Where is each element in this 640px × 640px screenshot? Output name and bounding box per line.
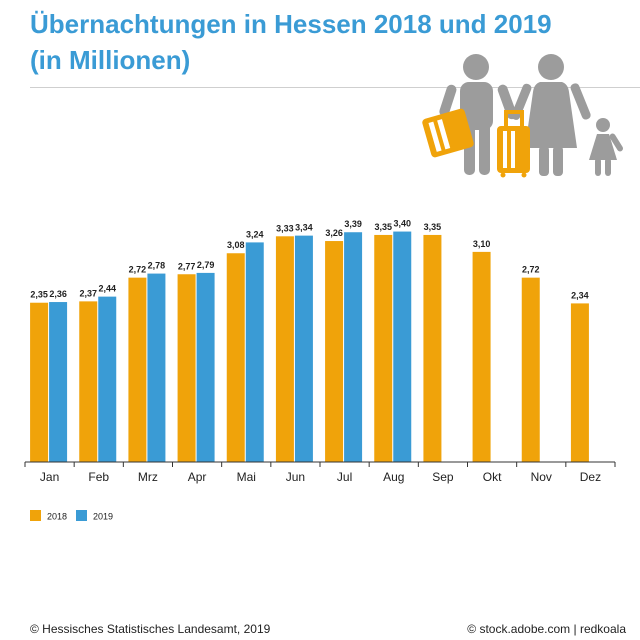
data-label-2019-jan: 2,36 — [49, 289, 67, 299]
x-tick-label-mrz: Mrz — [138, 470, 158, 484]
bar-2019-jul — [344, 232, 363, 462]
x-tick-label-mai: Mai — [237, 470, 256, 484]
bar-2018-aug — [374, 234, 393, 462]
x-tick-label-okt: Okt — [483, 470, 502, 484]
legend-swatch-2018 — [30, 510, 41, 521]
bar-2018-mai — [226, 253, 245, 462]
data-label-2018-jun: 3,33 — [276, 223, 294, 233]
bar-2018-okt — [472, 251, 491, 462]
legend-label-2018: 2018 — [47, 512, 67, 522]
data-label-2018-apr: 2,77 — [178, 261, 196, 271]
data-label-2018-dez: 2,34 — [571, 290, 589, 300]
title-line-2: (in Millionen) — [30, 45, 191, 75]
data-label-2018-jul: 3,26 — [325, 228, 343, 238]
data-label-2018-nov: 2,72 — [522, 265, 540, 275]
bar-2018-apr — [177, 274, 196, 462]
data-label-2018-mai: 3,08 — [227, 240, 245, 250]
bar-2018-dez — [570, 303, 589, 462]
bar-2019-feb — [98, 296, 117, 462]
bar-2019-apr — [196, 272, 215, 462]
bar-2019-mrz — [147, 273, 166, 462]
data-label-2019-mrz: 2,78 — [148, 261, 166, 271]
x-tick-label-sep: Sep — [432, 470, 454, 484]
chart-title: Übernachtungen in Hessen 2018 und 2019 (… — [30, 6, 552, 78]
bar-2019-aug — [393, 231, 412, 462]
x-tick-label-jul: Jul — [337, 470, 352, 484]
data-label-2019-jun: 3,34 — [295, 223, 313, 233]
bar-2019-jan — [49, 302, 68, 462]
title-line-1: Übernachtungen in Hessen 2018 und 2019 — [30, 9, 552, 39]
data-label-2019-aug: 3,40 — [393, 219, 411, 229]
bar-2018-jul — [325, 241, 344, 462]
x-tick-label-jun: Jun — [286, 470, 305, 484]
bar-2018-jan — [30, 302, 49, 462]
data-label-2018-mrz: 2,72 — [129, 265, 147, 275]
data-label-2018-aug: 3,35 — [374, 222, 392, 232]
bar-2018-mrz — [128, 277, 147, 462]
bar-2018-nov — [521, 277, 540, 462]
data-label-2018-okt: 3,10 — [473, 239, 491, 249]
data-label-2019-apr: 2,79 — [197, 260, 215, 270]
legend-swatch-2019 — [76, 510, 87, 521]
x-tick-label-apr: Apr — [188, 470, 207, 484]
image-credit: © stock.adobe.com | redkoala — [467, 622, 626, 636]
bar-2019-mai — [245, 242, 264, 462]
source-note: © Hessisches Statistisches Landesamt, 20… — [30, 622, 271, 636]
bar-2019-jun — [294, 235, 313, 462]
x-tick-label-nov: Nov — [531, 470, 552, 484]
x-tick-label-aug: Aug — [383, 470, 404, 484]
data-label-2018-jan: 2,35 — [30, 290, 48, 300]
data-label-2019-feb: 2,44 — [98, 284, 116, 294]
x-tick-label-feb: Feb — [88, 470, 109, 484]
title-divider — [30, 87, 640, 88]
data-label-2019-jul: 3,39 — [344, 219, 362, 229]
legend-label-2019: 2019 — [93, 512, 113, 522]
data-label-2019-mai: 3,24 — [246, 229, 264, 239]
bar-2018-sep — [423, 234, 442, 462]
bar-2018-feb — [79, 301, 98, 462]
data-label-2018-feb: 2,37 — [79, 288, 97, 298]
x-tick-label-dez: Dez — [580, 470, 601, 484]
data-label-2018-sep: 3,35 — [424, 222, 442, 232]
family-travel-luggage-icon — [422, 54, 624, 178]
x-tick-label-jan: Jan — [40, 470, 59, 484]
bar-2018-jun — [275, 236, 294, 462]
